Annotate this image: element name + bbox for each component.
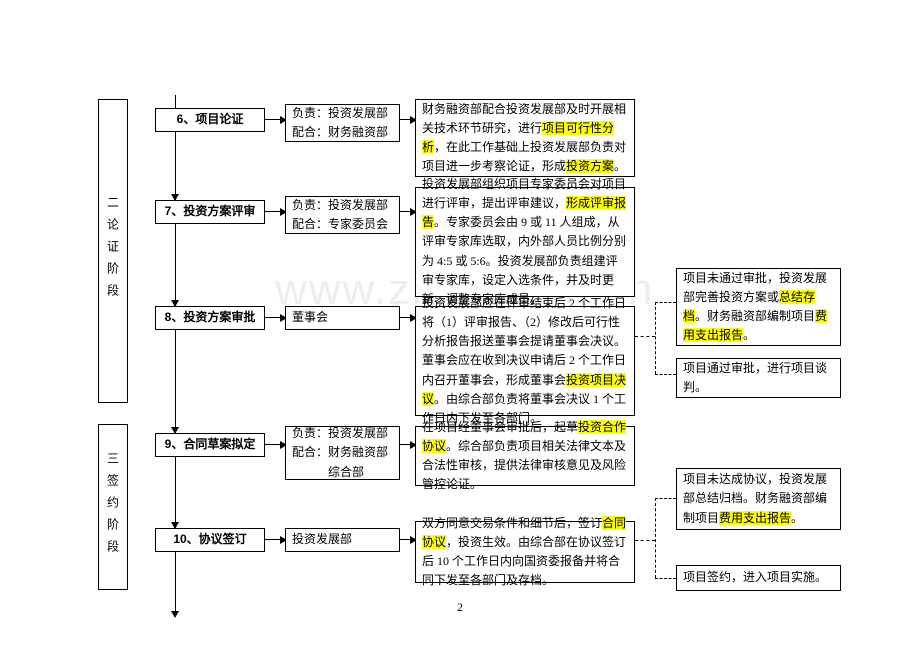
resp-9-line3: 综合部 (292, 463, 393, 482)
step-8-box: 8、投资方案审批 (155, 306, 265, 330)
dash-10-bot (655, 578, 676, 579)
side-10a-t2: 。 (791, 511, 803, 525)
desc-10-text: 双方同意交易条件和细节后，签订合同协议，投资生效。由综合部在协议签订后 10 个… (422, 514, 628, 591)
side-8b-box: 项目通过审批，进行项目谈判。 (676, 358, 841, 398)
step-6-title: 6、项目论证 (177, 110, 244, 129)
resp-6-line2: 配合：财务融资部 (292, 123, 393, 142)
side-8a-box: 项目未通过审批，投资发展部完善投资方案或总结存档。财务融资部编制项目费用支出报告… (676, 268, 841, 346)
side-8b-text: 项目通过审批，进行项目谈判。 (683, 359, 834, 397)
side-10b-text: 项目签约，进入项目实施。 (683, 568, 834, 587)
desc-6-text: 财务融资部配合投资发展部及时开展相关技术环节研究，进行项目可行性分析，在此工作基… (422, 100, 628, 177)
step-10-title: 10、协议签订 (173, 530, 246, 549)
resp-6-line1: 负责：投资发展部 (292, 104, 393, 123)
flow-spine-head (171, 611, 179, 618)
step-6-box: 6、项目论证 (155, 108, 265, 132)
side-8a-text: 项目未通过审批，投资发展部完善投资方案或总结存档。财务融资部编制项目费用支出报告… (683, 269, 834, 346)
stage-3-label: 三签约阶段 (105, 452, 122, 562)
step-9-title: 9、合同草案拟定 (165, 435, 256, 454)
resp-6-box: 负责：投资发展部 配合：财务融资部 (285, 104, 400, 142)
resp-9-box: 负责：投资发展部 配合：财务融资部 综合部 (285, 426, 400, 480)
desc-6-h2: 投资方案 (566, 159, 614, 173)
resp-10-line1: 投资发展部 (292, 530, 393, 549)
side-8a-t2: 。财务融资部编制项目 (695, 309, 815, 323)
desc-10-t2: ，投资生效。由综合部在协议签订后 10 个工作日内向国资委报备并将合同下发至各部… (422, 535, 626, 587)
resp-7-line2: 配合：专家委员会 (292, 215, 393, 234)
desc-7-t2: 。专家委员会由 9 或 11 人组成，从评审专家库选取，内外部人员比例分别为 4… (422, 215, 626, 306)
resp-9-line2: 配合：财务融资部 (292, 443, 393, 462)
step-7-title: 7、投资方案评审 (165, 202, 256, 221)
stage-2-label: 二论证阶段 (105, 196, 122, 306)
side-10a-text: 项目未达成协议，投资发展部总结归档。财务融资部编制项目费用支出报告。 (683, 470, 834, 528)
dash-10-main (635, 540, 655, 541)
step-9-box: 9、合同草案拟定 (155, 433, 265, 457)
resp-9-line1: 负责：投资发展部 (292, 424, 393, 443)
dash-10-v (655, 498, 656, 578)
desc-6-t3: 。 (614, 159, 626, 173)
resp-10-box: 投资发展部 (285, 528, 400, 552)
stage-3-box: 三签约阶段 (98, 424, 128, 590)
desc-10-box: 双方同意交易条件和细节后，签订合同协议，投资生效。由综合部在协议签订后 10 个… (415, 521, 635, 583)
resp-8-box: 董事会 (285, 306, 400, 330)
desc-9-text: 在项目经董事会审批后，起草投资合作协议。综合部负责项目相关法律文本及合法性审核，… (422, 418, 628, 495)
dash-8-main (635, 336, 655, 337)
desc-9-box: 在项目经董事会审批后，起草投资合作协议。综合部负责项目相关法律文本及合法性审核，… (415, 426, 635, 486)
desc-10-t1: 双方同意交易条件和细节后，签订 (422, 516, 602, 530)
desc-8-text: 投资发展部应在评审结束后 2 个工作日将（1）评审报告、（2）修改后可行性分析报… (422, 294, 628, 428)
step-8-title: 8、投资方案审批 (165, 308, 256, 327)
stage-2-box: 二论证阶段 (98, 99, 128, 403)
resp-7-box: 负责：投资发展部 配合：专家委员会 (285, 196, 400, 234)
desc-8-box: 投资发展部应在评审结束后 2 个工作日将（1）评审报告、（2）修改后可行性分析报… (415, 306, 635, 416)
dash-8-top (655, 302, 676, 303)
side-10b-box: 项目签约，进入项目实施。 (676, 565, 841, 591)
page-number: 2 (457, 600, 463, 615)
desc-9-t2: 。综合部负责项目相关法律文本及合法性审核，提供法律审核意见及风险管控论证。 (422, 439, 626, 491)
resp-7-line1: 负责：投资发展部 (292, 196, 393, 215)
step-10-box: 10、协议签订 (155, 528, 265, 552)
dash-8-v (655, 302, 656, 374)
desc-6-box: 财务融资部配合投资发展部及时开展相关技术环节研究，进行项目可行性分析，在此工作基… (415, 99, 635, 177)
dash-8-bot (655, 374, 676, 375)
desc-7-box: 投资发展部组织项目专家委员会对项目进行评审，提出评审建议，形成评审报告。专家委员… (415, 187, 635, 297)
desc-9-t1: 在项目经董事会审批后，起草 (422, 420, 578, 434)
side-10a-box: 项目未达成协议，投资发展部总结归档。财务融资部编制项目费用支出报告。 (676, 468, 841, 530)
side-8a-t3: 。 (743, 328, 755, 342)
desc-7-text: 投资发展部组织项目专家委员会对项目进行评审，提出评审建议，形成评审报告。专家委员… (422, 175, 628, 309)
step-7-box: 7、投资方案评审 (155, 200, 265, 224)
resp-8-line1: 董事会 (292, 308, 393, 327)
side-10a-h1: 费用支出报告 (719, 511, 791, 525)
dash-10-top (655, 498, 676, 499)
